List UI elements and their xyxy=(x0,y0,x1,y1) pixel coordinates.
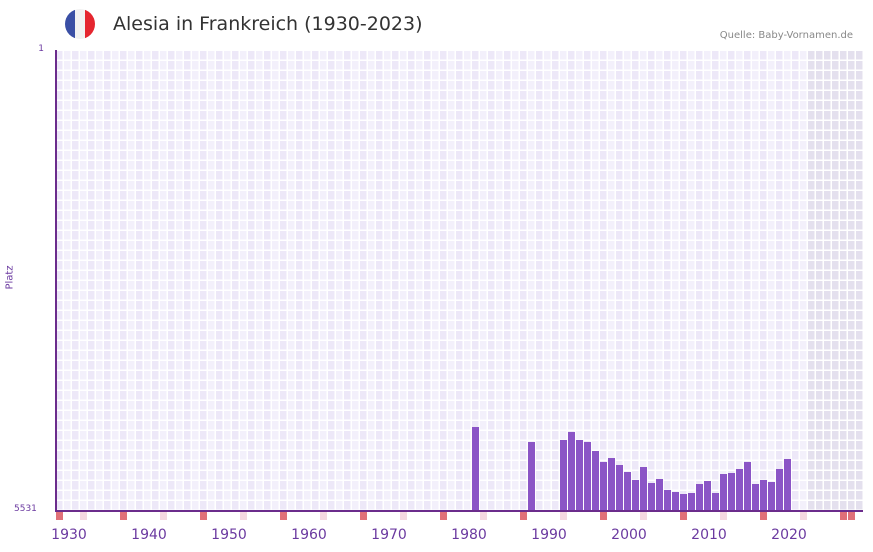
x-tick-label: 2000 xyxy=(611,527,647,543)
year-marker xyxy=(720,511,727,520)
year-marker xyxy=(440,511,447,520)
bar-2017[interactable] xyxy=(752,484,759,510)
y-axis-bottom-label: 5531 xyxy=(14,504,37,514)
bar-2019[interactable] xyxy=(768,482,775,510)
x-axis-line xyxy=(55,510,863,512)
year-marker xyxy=(160,511,167,520)
year-marker xyxy=(480,511,487,520)
bar-1995[interactable] xyxy=(576,440,583,510)
bar-2005[interactable] xyxy=(656,479,663,510)
bar-2015[interactable] xyxy=(736,469,743,510)
year-marker xyxy=(200,511,207,520)
source-link[interactable]: Quelle: Baby-Vornamen.de xyxy=(719,30,853,41)
x-tick-label: 1990 xyxy=(531,527,567,543)
y-axis-line xyxy=(55,50,57,511)
france-flag-icon xyxy=(65,9,95,39)
bar-2009[interactable] xyxy=(688,493,695,510)
year-marker xyxy=(848,511,855,520)
year-marker xyxy=(760,511,767,520)
bar-2001[interactable] xyxy=(624,472,631,510)
bar-1994[interactable] xyxy=(568,432,575,510)
y-axis-title: Platz xyxy=(4,265,16,290)
year-marker xyxy=(800,511,807,520)
chart-title: Alesia in Frankreich (1930-2023) xyxy=(113,13,423,35)
bar-2007[interactable] xyxy=(672,492,679,510)
year-marker xyxy=(320,511,327,520)
year-marker xyxy=(280,511,287,520)
bar-2008[interactable] xyxy=(680,494,687,510)
bar-1999[interactable] xyxy=(608,458,615,510)
bar-1998[interactable] xyxy=(600,462,607,510)
x-tick-label: 1940 xyxy=(131,527,167,543)
year-marker xyxy=(560,511,567,520)
year-marker xyxy=(680,511,687,520)
bar-2016[interactable] xyxy=(744,462,751,510)
bar-2004[interactable] xyxy=(648,483,655,510)
bar-1996[interactable] xyxy=(584,442,591,510)
year-marker xyxy=(600,511,607,520)
year-marker xyxy=(360,511,367,520)
bar-2014[interactable] xyxy=(728,473,735,510)
y-axis-top-label: 1 xyxy=(38,44,44,54)
x-tick-label: 1970 xyxy=(371,527,407,543)
year-marker xyxy=(120,511,127,520)
bar-2020[interactable] xyxy=(776,469,783,510)
bar-2002[interactable] xyxy=(632,480,639,510)
bar-1982[interactable] xyxy=(472,427,479,510)
bar-2021[interactable] xyxy=(784,459,791,510)
bar-2012[interactable] xyxy=(712,493,719,510)
plot-area xyxy=(56,51,863,510)
bar-2006[interactable] xyxy=(664,490,671,510)
year-marker xyxy=(520,511,527,520)
bar-2013[interactable] xyxy=(720,474,727,510)
year-marker xyxy=(640,511,647,520)
bar-2000[interactable] xyxy=(616,465,623,510)
bar-1993[interactable] xyxy=(560,440,567,510)
bar-2010[interactable] xyxy=(696,484,703,510)
year-marker xyxy=(840,511,847,520)
bar-2003[interactable] xyxy=(640,467,647,510)
x-tick-label: 2010 xyxy=(691,527,727,543)
year-marker xyxy=(80,511,87,520)
bar-1989[interactable] xyxy=(528,442,535,510)
bar-2011[interactable] xyxy=(704,481,711,510)
x-tick-label: 2020 xyxy=(771,527,807,543)
x-tick-label: 1980 xyxy=(451,527,487,543)
x-tick-label: 1950 xyxy=(211,527,247,543)
year-marker xyxy=(400,511,407,520)
year-marker xyxy=(240,511,247,520)
bar-2018[interactable] xyxy=(760,480,767,510)
x-tick-label: 1960 xyxy=(291,527,327,543)
x-tick-label: 1930 xyxy=(51,527,87,543)
year-marker xyxy=(56,511,63,520)
bar-1997[interactable] xyxy=(592,451,599,510)
